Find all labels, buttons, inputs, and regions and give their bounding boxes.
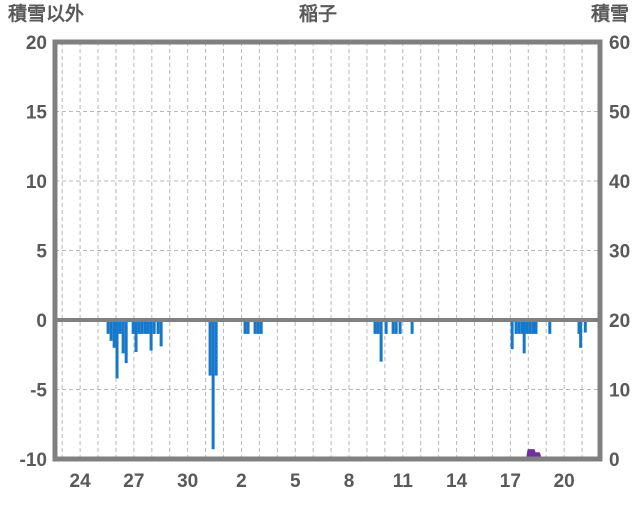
bar xyxy=(531,320,535,334)
left-tick-label: -5 xyxy=(30,381,47,402)
x-tick-label: 30 xyxy=(177,471,198,492)
bar xyxy=(384,320,388,334)
bar xyxy=(259,320,263,334)
right-tick-label: 30 xyxy=(609,242,630,263)
bar xyxy=(137,320,141,334)
right-tick-label: 40 xyxy=(609,172,630,193)
bar xyxy=(124,320,128,364)
bar xyxy=(143,320,147,334)
bar xyxy=(394,320,398,334)
bar xyxy=(577,320,581,334)
left-tick-label: 10 xyxy=(26,172,47,193)
bar xyxy=(579,320,583,348)
chart-title: 稲子 xyxy=(298,4,337,25)
bar xyxy=(118,320,122,334)
x-tick-label: 20 xyxy=(554,471,575,492)
bar xyxy=(159,320,163,347)
bar xyxy=(534,320,538,334)
left-tick-label: 15 xyxy=(26,103,48,124)
plot-border xyxy=(52,39,603,462)
x-tick-label: 5 xyxy=(290,471,301,492)
bar xyxy=(517,320,521,334)
bar xyxy=(528,320,532,334)
bar xyxy=(149,320,153,351)
bar xyxy=(115,320,119,379)
bar xyxy=(156,320,160,334)
bar xyxy=(522,320,526,354)
bar xyxy=(152,320,156,334)
right-tick-label: 0 xyxy=(609,450,620,471)
right-tick-label: 10 xyxy=(609,381,630,402)
bar xyxy=(379,320,383,362)
x-tick-label: 24 xyxy=(70,471,92,492)
bar xyxy=(146,320,150,334)
right-tick-label: 20 xyxy=(609,311,630,332)
bar xyxy=(256,320,260,334)
x-tick-label: 14 xyxy=(446,471,468,492)
bar xyxy=(510,320,514,350)
bar xyxy=(246,320,250,334)
bar xyxy=(140,320,144,334)
x-tick-label: 27 xyxy=(123,471,144,492)
x-tick-label: 8 xyxy=(344,471,355,492)
right-axis-ticks: 60 50 40 30 20 10 0 xyxy=(609,33,630,471)
precip-bars xyxy=(106,320,587,450)
bar xyxy=(109,320,113,341)
left-tick-label: 5 xyxy=(36,242,47,263)
bar xyxy=(525,320,529,334)
bar xyxy=(373,320,377,334)
left-tick-label: 20 xyxy=(26,33,47,54)
bar xyxy=(376,320,380,334)
right-tick-label: 60 xyxy=(609,33,630,54)
x-tick-label: 2 xyxy=(236,471,247,492)
bar xyxy=(410,320,414,334)
bar xyxy=(208,320,212,376)
bar xyxy=(253,320,257,334)
bar xyxy=(391,320,395,334)
bar xyxy=(211,320,215,450)
left-axis-ticks: 20 15 10 5 0 -5 -10 xyxy=(20,33,48,471)
bar xyxy=(214,320,218,376)
bar xyxy=(134,320,138,352)
bar xyxy=(583,320,587,333)
x-tick-label: 17 xyxy=(500,471,521,492)
bar xyxy=(243,320,247,334)
left-axis-title: 積雪以外 xyxy=(8,4,85,25)
right-axis-title: 積雪 xyxy=(590,4,629,25)
bar xyxy=(106,320,110,334)
bar xyxy=(548,320,552,334)
left-tick-label: -10 xyxy=(20,450,47,471)
x-axis-ticks: 24 27 30 2 5 8 11 14 17 20 xyxy=(70,471,575,492)
x-tick-label: 11 xyxy=(393,471,414,492)
right-tick-label: 50 xyxy=(609,103,630,124)
bar xyxy=(121,320,125,354)
bar xyxy=(112,320,116,348)
bar xyxy=(131,320,135,334)
bar xyxy=(514,320,518,334)
bar xyxy=(398,320,402,334)
left-tick-label: 0 xyxy=(36,311,47,332)
bar xyxy=(520,320,524,334)
